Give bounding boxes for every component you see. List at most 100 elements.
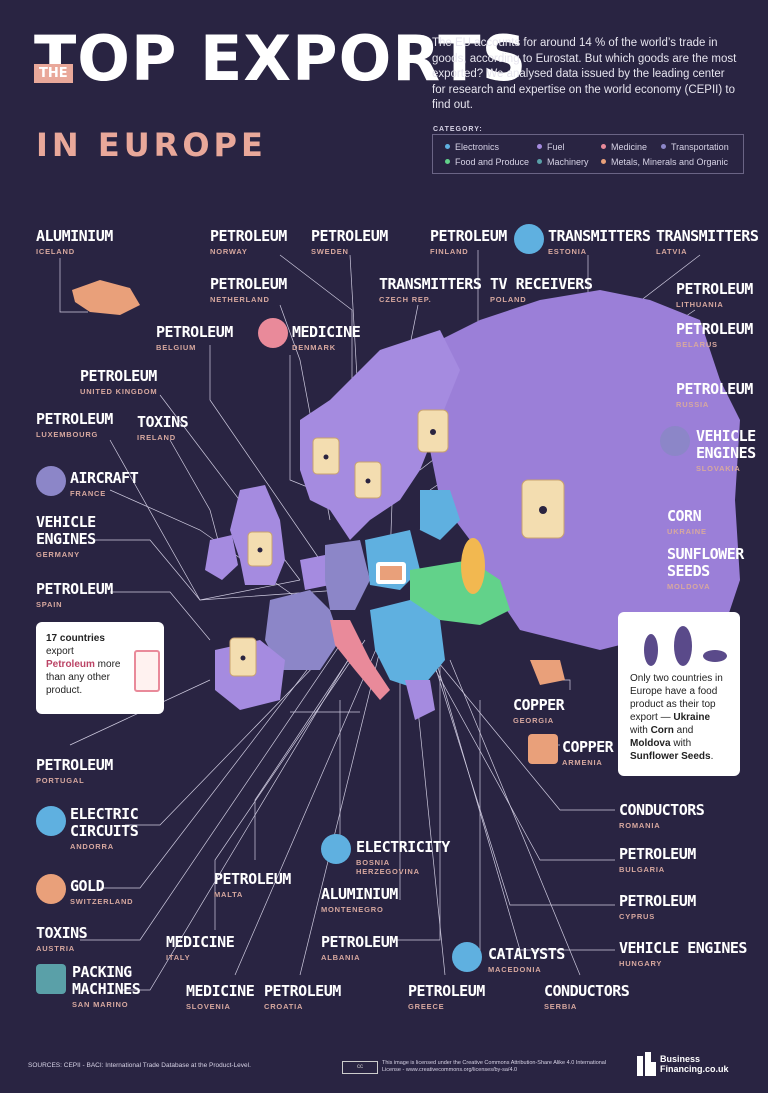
label-romania: CONDUCTORS ROMANIA <box>619 801 705 831</box>
label-norway: PETROLEUM NORWAY <box>210 227 287 257</box>
metals-dot-icon <box>601 159 606 164</box>
label-latvia: TRANSMITTERS LATVIA <box>656 227 759 257</box>
label-serbia: CONDUCTORS SERBIA <box>544 982 630 1012</box>
label-ireland: TOXINS IRELAND <box>137 413 189 443</box>
ukraine-region <box>410 560 510 625</box>
corn-icon <box>461 538 485 594</box>
legend-item-machinery: Machinery <box>537 157 589 167</box>
label-iceland: ALUMINIUM ICELAND <box>36 227 113 257</box>
legend-title: CATEGORY: <box>433 126 483 133</box>
label-belgium: PETROLEUM BELGIUM <box>156 323 233 353</box>
brand-logo-icon <box>636 1052 656 1076</box>
label-italy: MEDICINE ITALY <box>166 933 235 963</box>
petroleum-callout: 17 countries export Petroleum more than … <box>36 622 164 714</box>
legend: Electronics Fuel Medicine Transportation… <box>432 134 744 174</box>
food-callout: Only two countries in Europe have a food… <box>618 612 740 776</box>
greece-region <box>405 680 435 720</box>
label-slovenia: MEDICINE SLOVENIA <box>186 982 255 1012</box>
label-armenia: COPPER ARMENIA <box>562 738 614 768</box>
aircraft-icon <box>36 466 66 496</box>
label-hungary: VEHICLE ENGINES HUNGARY <box>619 939 747 969</box>
label-france: AIRCRAFT FRANCE <box>70 469 139 499</box>
title-the-badge: THE <box>34 64 73 83</box>
label-san-marino: PACKING MACHINES SAN MARINO <box>72 963 141 1010</box>
catalyst-icon <box>452 942 482 972</box>
label-czech: TRANSMITTERS CZECH REP. <box>379 275 482 305</box>
transportation-dot-icon <box>661 144 666 149</box>
sources-text: SOURCES: CEPII - BACI: International Tra… <box>28 1062 251 1069</box>
benelux-region <box>300 555 330 590</box>
brand-name[interactable]: Business Financing.co.uk <box>660 1054 729 1074</box>
fuel-pump-icon <box>134 650 160 692</box>
label-greece: PETROLEUM GREECE <box>408 982 485 1012</box>
label-andorra: ELECTRIC CIRCUITS ANDORRA <box>70 805 139 852</box>
page-subtitle: IN EUROPE <box>36 126 267 164</box>
label-switzerland: GOLD SWITZERLAND <box>70 877 134 907</box>
legend-item-fuel: Fuel <box>537 142 565 152</box>
copper-icon <box>528 734 558 764</box>
baltics-region <box>420 490 460 540</box>
sunflower-seeds-icon <box>644 626 727 666</box>
label-finland: PETROLEUM FINLAND <box>430 227 507 257</box>
barrel-drops <box>240 429 547 661</box>
legend-item-transportation: Transportation <box>661 142 729 152</box>
italy-region <box>330 620 390 700</box>
circuit-icon <box>36 806 66 836</box>
label-ukraine: CORN UKRAINE <box>667 507 707 537</box>
iceland-region <box>72 280 140 315</box>
intro-text: The EU accounts for around 14 % of the w… <box>432 37 737 111</box>
label-luxembourg: PETROLEUM LUXEMBOURG <box>36 410 113 440</box>
callout-count: 17 countries <box>46 633 105 644</box>
ireland-region <box>205 535 238 580</box>
medicine-dot-icon <box>601 144 606 149</box>
food-dot-icon <box>445 159 450 164</box>
engine-icon <box>660 426 690 456</box>
lightning-icon <box>321 834 351 864</box>
label-cyprus: PETROLEUM CYPRUS <box>619 892 696 922</box>
legend-item-medicine: Medicine <box>601 142 647 152</box>
label-germany: VEHICLE ENGINES GERMANY <box>36 513 96 560</box>
label-russia: PETROLEUM RUSSIA <box>676 380 753 410</box>
label-bulgaria: PETROLEUM BULGARIA <box>619 845 696 875</box>
label-uk: PETROLEUM UNITED KINGDOM <box>80 367 158 397</box>
label-netherland: PETROLEUM NETHERLAND <box>210 275 287 305</box>
antenna-icon <box>514 224 544 254</box>
license-text: This image is licensed under the Creativ… <box>382 1060 607 1073</box>
label-denmark: MEDICINE DENMARK <box>292 323 361 353</box>
legend-item-electronics: Electronics <box>445 142 499 152</box>
label-austria: TOXINS AUSTRIA <box>36 924 88 954</box>
label-estonia: TRANSMITTERS ESTONIA <box>548 227 651 257</box>
label-lithuania: PETROLEUM LITHUANIA <box>676 280 753 310</box>
russia-region <box>430 290 740 650</box>
balkans-region <box>370 600 445 690</box>
label-belarus: PETROLEUM BELARUS <box>676 320 753 350</box>
label-slovakia: VEHICLE ENGINES SLOVAKIA <box>696 427 756 474</box>
gold-icon <box>36 874 66 904</box>
germany-region <box>325 540 370 610</box>
creative-commons-icon: cc <box>342 1061 378 1074</box>
label-albania: PETROLEUM ALBANIA <box>321 933 398 963</box>
label-sweden: PETROLEUM SWEDEN <box>311 227 388 257</box>
label-macedonia: CATALYSTS MACEDONIA <box>488 945 565 975</box>
france-region <box>265 590 340 670</box>
fuel-dot-icon <box>537 144 542 149</box>
label-moldova: SUNFLOWER SEEDS MOLDOVA <box>667 545 744 592</box>
legend-item-food: Food and Produce <box>445 157 529 167</box>
scandinavia-region <box>300 330 460 540</box>
label-spain: PETROLEUM SPAIN <box>36 580 113 610</box>
page-title: TOP EXPORTS <box>34 22 528 95</box>
packing-machine-icon <box>36 964 66 994</box>
caucasus-region <box>530 660 565 685</box>
label-poland: TV RECEIVERS POLAND <box>490 275 593 305</box>
label-montenegro: ALUMINIUM MONTENEGRO <box>321 885 398 915</box>
electronics-dot-icon <box>445 144 450 149</box>
legend-item-metals: Metals, Minerals and Organic <box>601 157 728 167</box>
label-croatia: PETROLEUM CROATIA <box>264 982 341 1012</box>
label-bosnia: ELECTRICITY BOSNIA HERZEGOVINA <box>356 838 450 877</box>
label-malta: PETROLEUM MALTA <box>214 870 291 900</box>
label-georgia: COPPER GEORGIA <box>513 696 565 726</box>
machinery-dot-icon <box>537 159 542 164</box>
label-portugal: PETROLEUM PORTUGAL <box>36 756 113 786</box>
pills-icon <box>258 318 288 348</box>
